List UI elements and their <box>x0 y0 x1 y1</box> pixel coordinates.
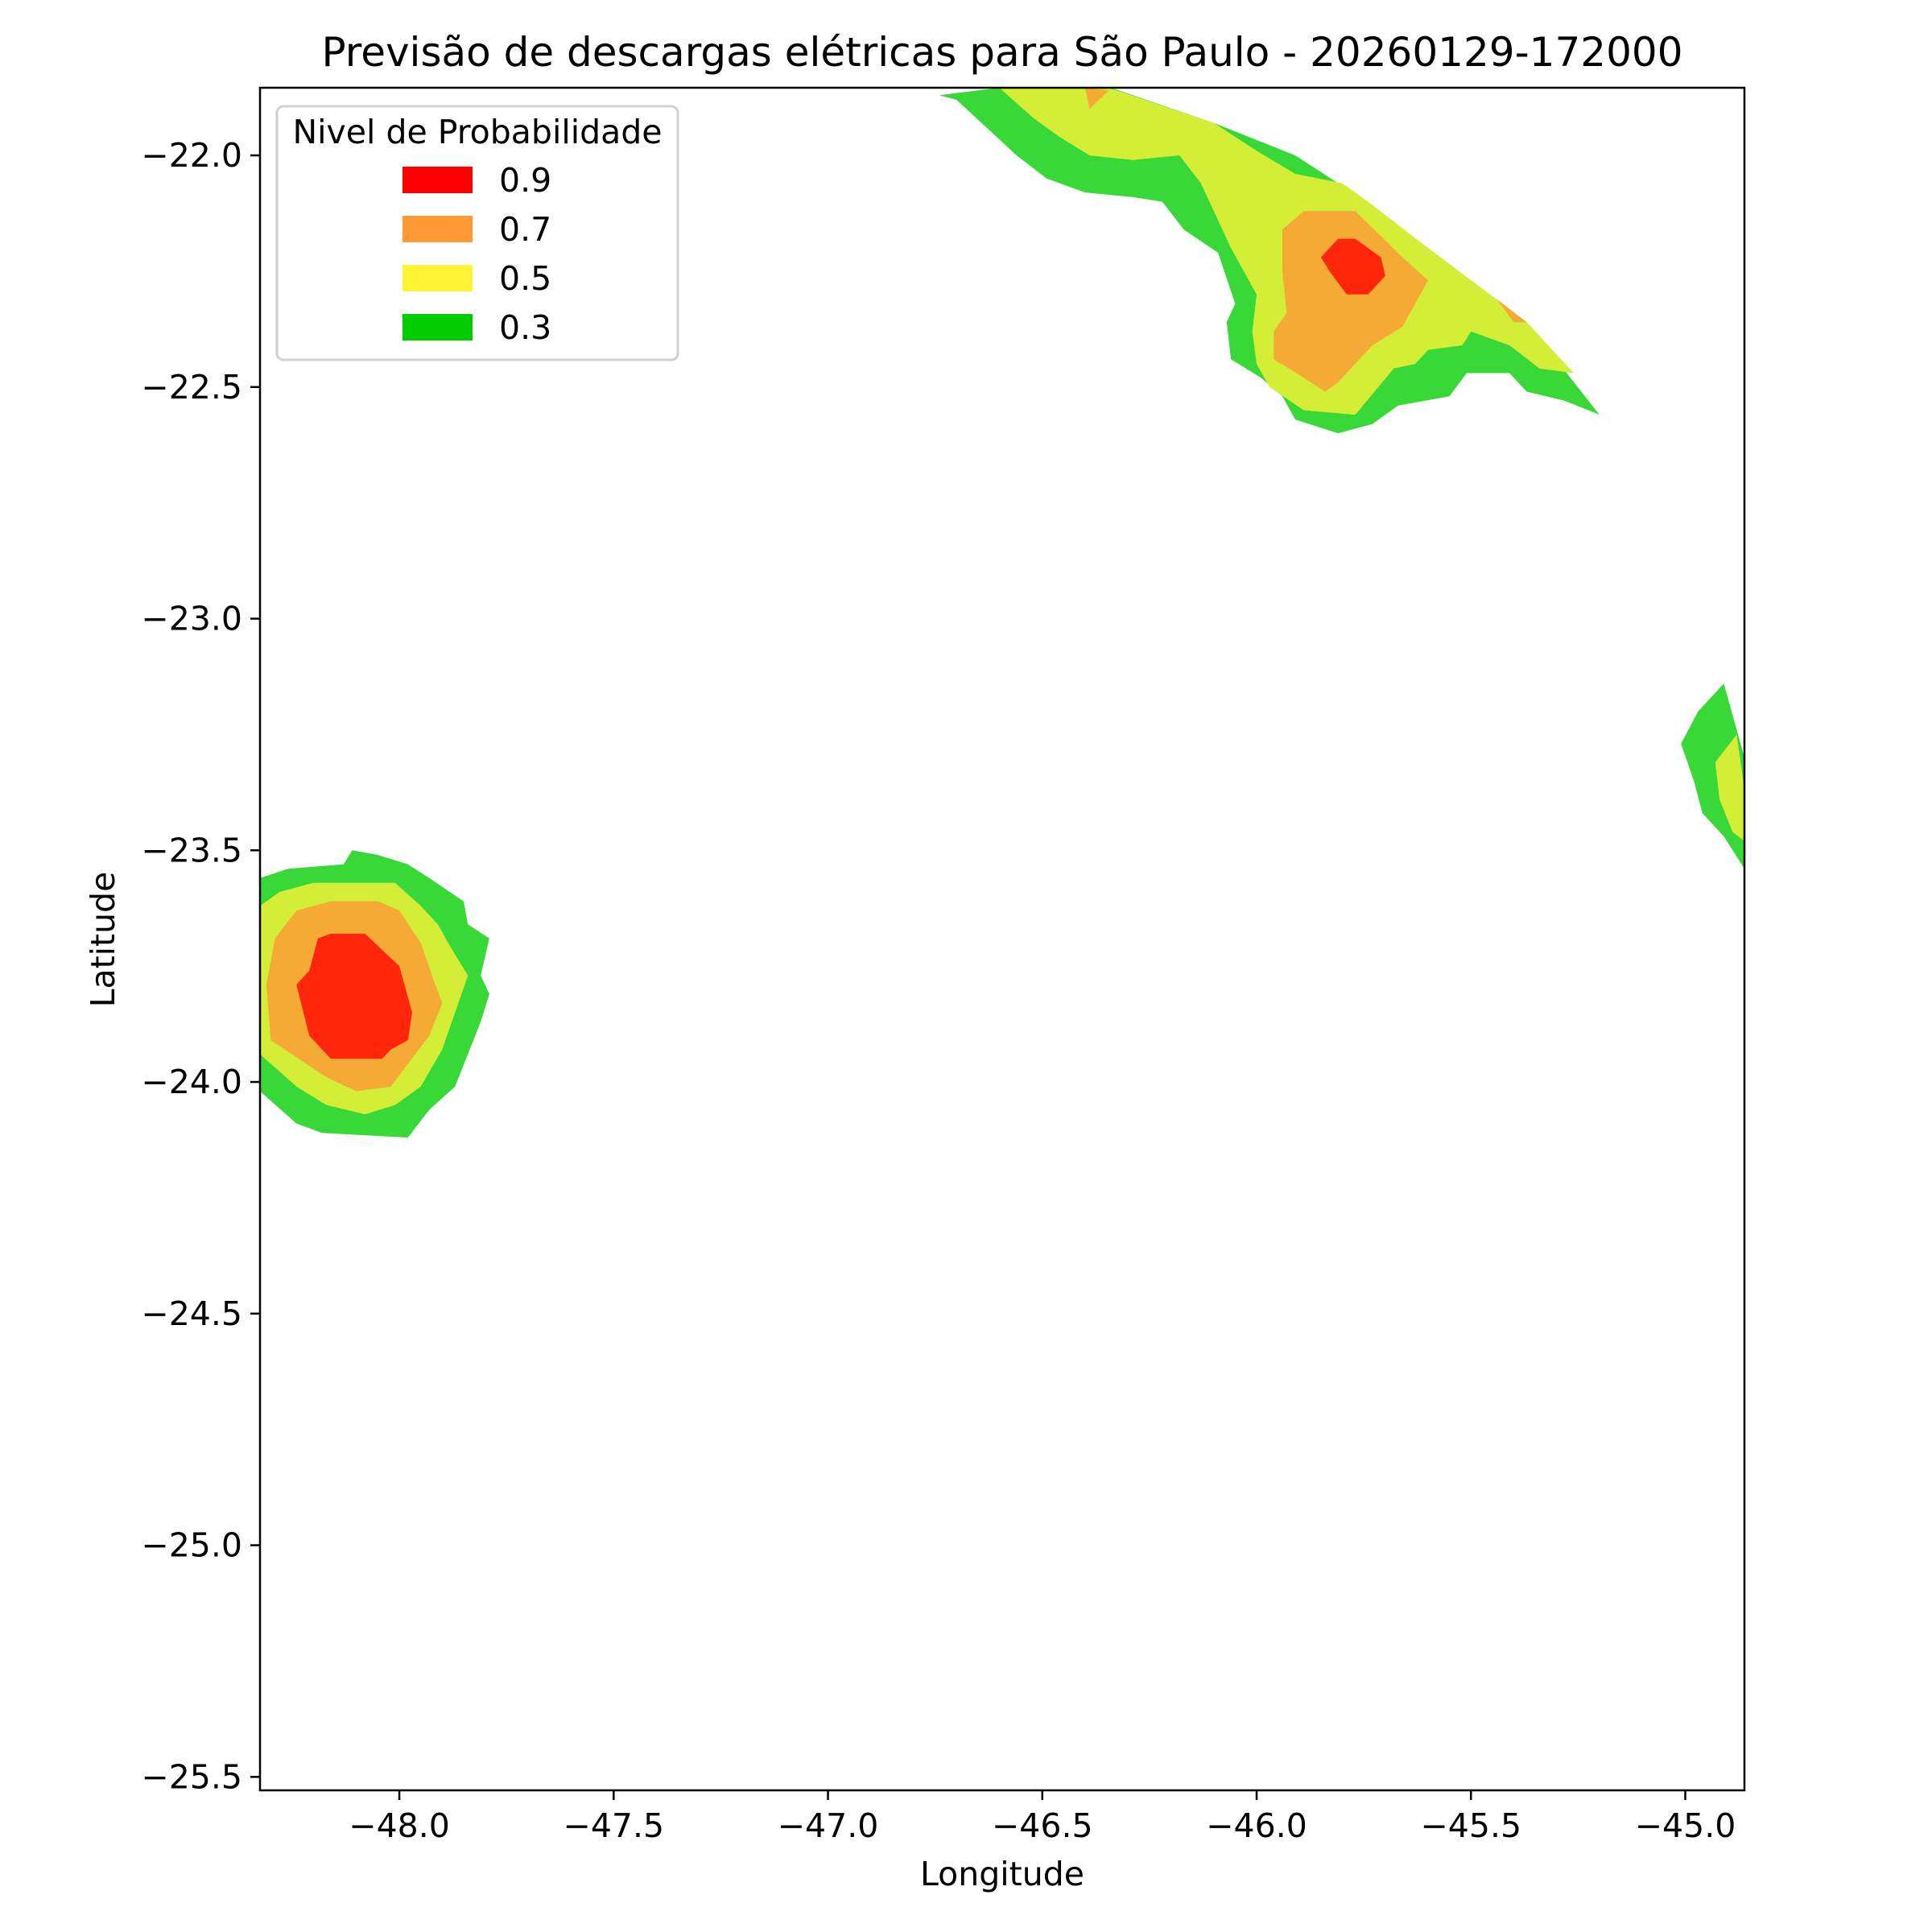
y-tick-label: −22.0 <box>141 136 242 175</box>
legend-label: 0.9 <box>499 161 551 200</box>
legend-label: 0.5 <box>499 259 551 298</box>
chart-title: Previsão de descargas elétricas para São… <box>321 29 1682 76</box>
y-tick-label: −23.5 <box>141 831 242 869</box>
contour-north-level-09 <box>1320 238 1385 295</box>
legend: Nivel de Probabilidade 0.9 0.7 0.5 0.3 <box>275 105 679 361</box>
legend-swatch-09 <box>402 167 473 193</box>
y-tick-label: −24.5 <box>141 1294 242 1333</box>
y-tick-label: −24.0 <box>141 1063 242 1101</box>
x-tick-label: −45.0 <box>1635 1806 1736 1845</box>
legend-swatch-05 <box>402 265 473 291</box>
legend-label: 0.7 <box>499 210 551 249</box>
x-tick-label: −45.5 <box>1420 1806 1521 1845</box>
legend-box <box>275 105 679 361</box>
contour-north-top-level-07 <box>1085 88 1109 109</box>
contour-west-level-09 <box>296 933 412 1059</box>
legend-swatch-03 <box>402 314 473 341</box>
y-tick-label: −25.5 <box>141 1757 242 1796</box>
legend-label: 0.3 <box>499 308 551 347</box>
x-tick-label: −48.0 <box>349 1806 450 1845</box>
contour-north-edge-level-07 <box>1496 299 1527 323</box>
x-axis-label: Longitude <box>920 1855 1084 1893</box>
x-tick-label: −46.5 <box>992 1806 1093 1845</box>
y-tick-label: −22.5 <box>141 368 242 407</box>
legend-swatch-07 <box>402 216 473 242</box>
x-tick-label: −47.5 <box>563 1806 664 1845</box>
plot-frame <box>258 86 1746 1792</box>
y-axis-ticks: −22.0 −22.5 −23.0 −23.5 −24.0 −24.5 −25.0 −25.5 <box>141 136 260 1796</box>
y-tick-label: −25.0 <box>141 1526 242 1565</box>
contour-regions <box>260 88 1744 1138</box>
x-axis-ticks: −48.0 −47.5 −47.0 −46.5 −46.0 −45.5 −45.0 <box>349 1790 1736 1845</box>
contour-north-level-07 <box>1274 211 1428 392</box>
x-tick-label: −46.0 <box>1206 1806 1307 1845</box>
contour-east-level-05 <box>1715 734 1744 841</box>
x-tick-label: −47.0 <box>778 1806 879 1845</box>
y-tick-label: −23.0 <box>141 600 242 638</box>
y-axis-label: Latitude <box>84 872 122 1008</box>
contour-east-level-03 <box>1681 683 1744 869</box>
legend-title: Nivel de Probabilidade <box>292 113 662 151</box>
legend-entries: 0.9 0.7 0.5 0.3 <box>402 161 551 347</box>
